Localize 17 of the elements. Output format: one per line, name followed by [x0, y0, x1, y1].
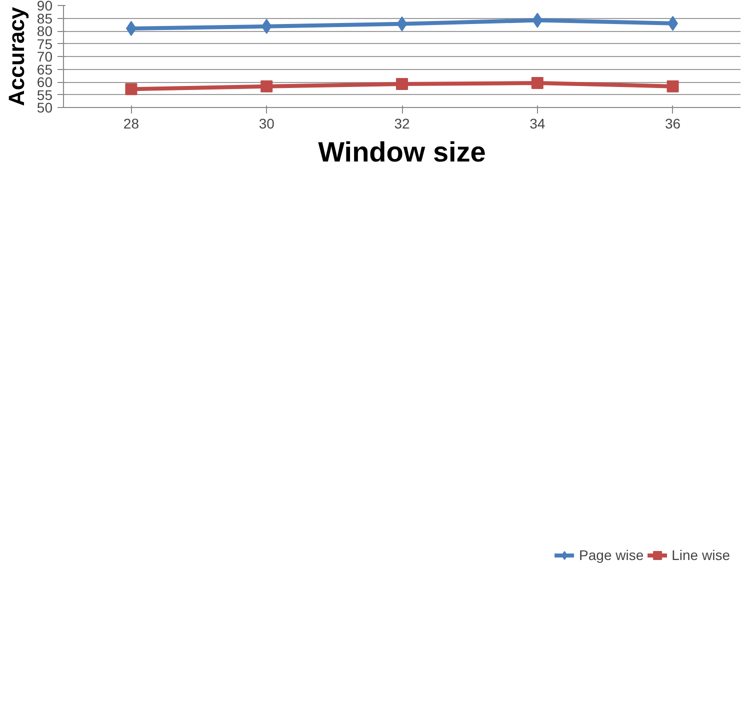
point: [396, 78, 408, 90]
point: [260, 80, 273, 92]
point: [396, 16, 408, 32]
point: [531, 77, 544, 90]
legend-label: Line wise: [672, 547, 730, 563]
x-tick-label: 28: [123, 116, 140, 132]
legend-label: Page wise: [579, 547, 644, 563]
point: [125, 83, 138, 96]
x-tick-label: 32: [394, 116, 410, 132]
point: [261, 18, 272, 34]
x-axis-title: Window size: [318, 136, 486, 168]
point: [666, 80, 679, 92]
point: [532, 12, 543, 28]
x-tick-label: 34: [530, 116, 546, 132]
x-tick-label: 36: [665, 116, 681, 132]
y-axis-title: Accuracy: [4, 6, 29, 106]
x-tick-label: 30: [258, 116, 275, 132]
